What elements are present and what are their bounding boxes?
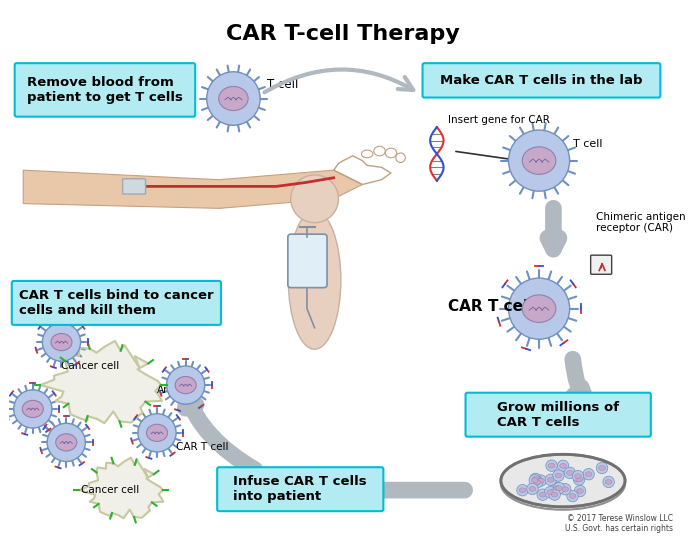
Circle shape xyxy=(535,475,547,486)
Text: Grow millions of
CAR T cells: Grow millions of CAR T cells xyxy=(497,401,620,429)
Ellipse shape xyxy=(555,473,562,478)
Text: Cancer cell: Cancer cell xyxy=(80,485,139,495)
Polygon shape xyxy=(23,170,363,208)
Ellipse shape xyxy=(548,463,555,468)
Text: Antigens: Antigens xyxy=(157,385,203,395)
Circle shape xyxy=(603,476,615,488)
Ellipse shape xyxy=(538,478,544,483)
Ellipse shape xyxy=(562,487,568,492)
Circle shape xyxy=(546,460,557,472)
Ellipse shape xyxy=(532,477,539,482)
Ellipse shape xyxy=(606,479,612,484)
Circle shape xyxy=(508,130,570,191)
Text: Cancer cell: Cancer cell xyxy=(62,361,120,371)
Circle shape xyxy=(531,477,543,488)
Ellipse shape xyxy=(560,464,566,468)
Circle shape xyxy=(167,366,205,404)
Ellipse shape xyxy=(522,295,556,323)
Text: T cell: T cell xyxy=(267,78,298,91)
Ellipse shape xyxy=(577,489,583,493)
Text: CAR T-cell Therapy: CAR T-cell Therapy xyxy=(226,24,460,44)
Circle shape xyxy=(573,470,584,482)
Circle shape xyxy=(552,483,563,494)
Circle shape xyxy=(583,469,594,480)
Text: Chimeric antigen
receptor (CAR): Chimeric antigen receptor (CAR) xyxy=(596,212,686,234)
Circle shape xyxy=(545,474,557,486)
Ellipse shape xyxy=(566,470,573,475)
FancyBboxPatch shape xyxy=(288,234,327,288)
Circle shape xyxy=(545,487,556,498)
FancyBboxPatch shape xyxy=(15,63,195,116)
Ellipse shape xyxy=(585,472,592,477)
Ellipse shape xyxy=(540,492,546,497)
FancyBboxPatch shape xyxy=(217,467,384,511)
Circle shape xyxy=(557,460,569,472)
Ellipse shape xyxy=(529,487,536,491)
FancyBboxPatch shape xyxy=(12,281,221,325)
Text: Make CAR T cells in the lab: Make CAR T cells in the lab xyxy=(440,74,643,87)
Circle shape xyxy=(574,486,586,497)
Circle shape xyxy=(47,423,85,461)
Circle shape xyxy=(564,467,575,479)
Circle shape xyxy=(553,470,564,481)
Circle shape xyxy=(508,278,570,339)
Circle shape xyxy=(138,414,176,452)
Text: CAR T cell: CAR T cell xyxy=(176,442,229,452)
Circle shape xyxy=(529,474,540,486)
FancyBboxPatch shape xyxy=(122,179,146,194)
Circle shape xyxy=(290,175,339,223)
Ellipse shape xyxy=(547,478,554,482)
Ellipse shape xyxy=(531,478,538,483)
Ellipse shape xyxy=(576,477,582,482)
Text: CAR T cells bind to cancer
cells and kill them: CAR T cells bind to cancer cells and kil… xyxy=(19,289,213,317)
Circle shape xyxy=(553,482,565,494)
Text: Insert gene for CAR: Insert gene for CAR xyxy=(448,115,550,124)
Circle shape xyxy=(596,462,608,474)
Text: CAR T cell: CAR T cell xyxy=(448,299,533,314)
Circle shape xyxy=(206,72,260,125)
FancyBboxPatch shape xyxy=(466,393,651,437)
Circle shape xyxy=(567,491,578,502)
Ellipse shape xyxy=(146,424,167,441)
Circle shape xyxy=(573,474,584,485)
Circle shape xyxy=(549,489,561,500)
Circle shape xyxy=(43,323,80,361)
Text: T cell: T cell xyxy=(573,139,602,150)
Ellipse shape xyxy=(522,147,556,174)
Ellipse shape xyxy=(534,480,540,484)
Ellipse shape xyxy=(218,86,248,110)
Ellipse shape xyxy=(554,486,561,491)
Circle shape xyxy=(537,489,548,501)
Ellipse shape xyxy=(175,376,196,394)
Text: Infuse CAR T cells
into patient: Infuse CAR T cells into patient xyxy=(234,475,367,503)
Polygon shape xyxy=(79,458,163,518)
Ellipse shape xyxy=(501,454,625,507)
FancyBboxPatch shape xyxy=(423,63,660,97)
Polygon shape xyxy=(41,341,162,423)
Ellipse shape xyxy=(547,490,554,494)
Ellipse shape xyxy=(56,434,77,451)
Ellipse shape xyxy=(569,494,576,498)
Circle shape xyxy=(559,483,571,495)
Ellipse shape xyxy=(598,465,606,470)
Ellipse shape xyxy=(288,211,341,349)
Ellipse shape xyxy=(575,474,581,479)
Circle shape xyxy=(517,484,528,496)
Ellipse shape xyxy=(552,492,558,497)
Circle shape xyxy=(526,483,538,494)
Text: Remove blood from
patient to get T cells: Remove blood from patient to get T cells xyxy=(27,76,183,104)
Ellipse shape xyxy=(556,486,562,491)
Circle shape xyxy=(14,390,52,428)
Text: © 2017 Terese Winslow LLC
U.S. Govt. has certain rights: © 2017 Terese Winslow LLC U.S. Govt. has… xyxy=(565,514,673,533)
Ellipse shape xyxy=(519,488,526,493)
Ellipse shape xyxy=(22,400,43,418)
Ellipse shape xyxy=(51,334,72,351)
FancyBboxPatch shape xyxy=(591,255,612,274)
Circle shape xyxy=(530,473,541,484)
